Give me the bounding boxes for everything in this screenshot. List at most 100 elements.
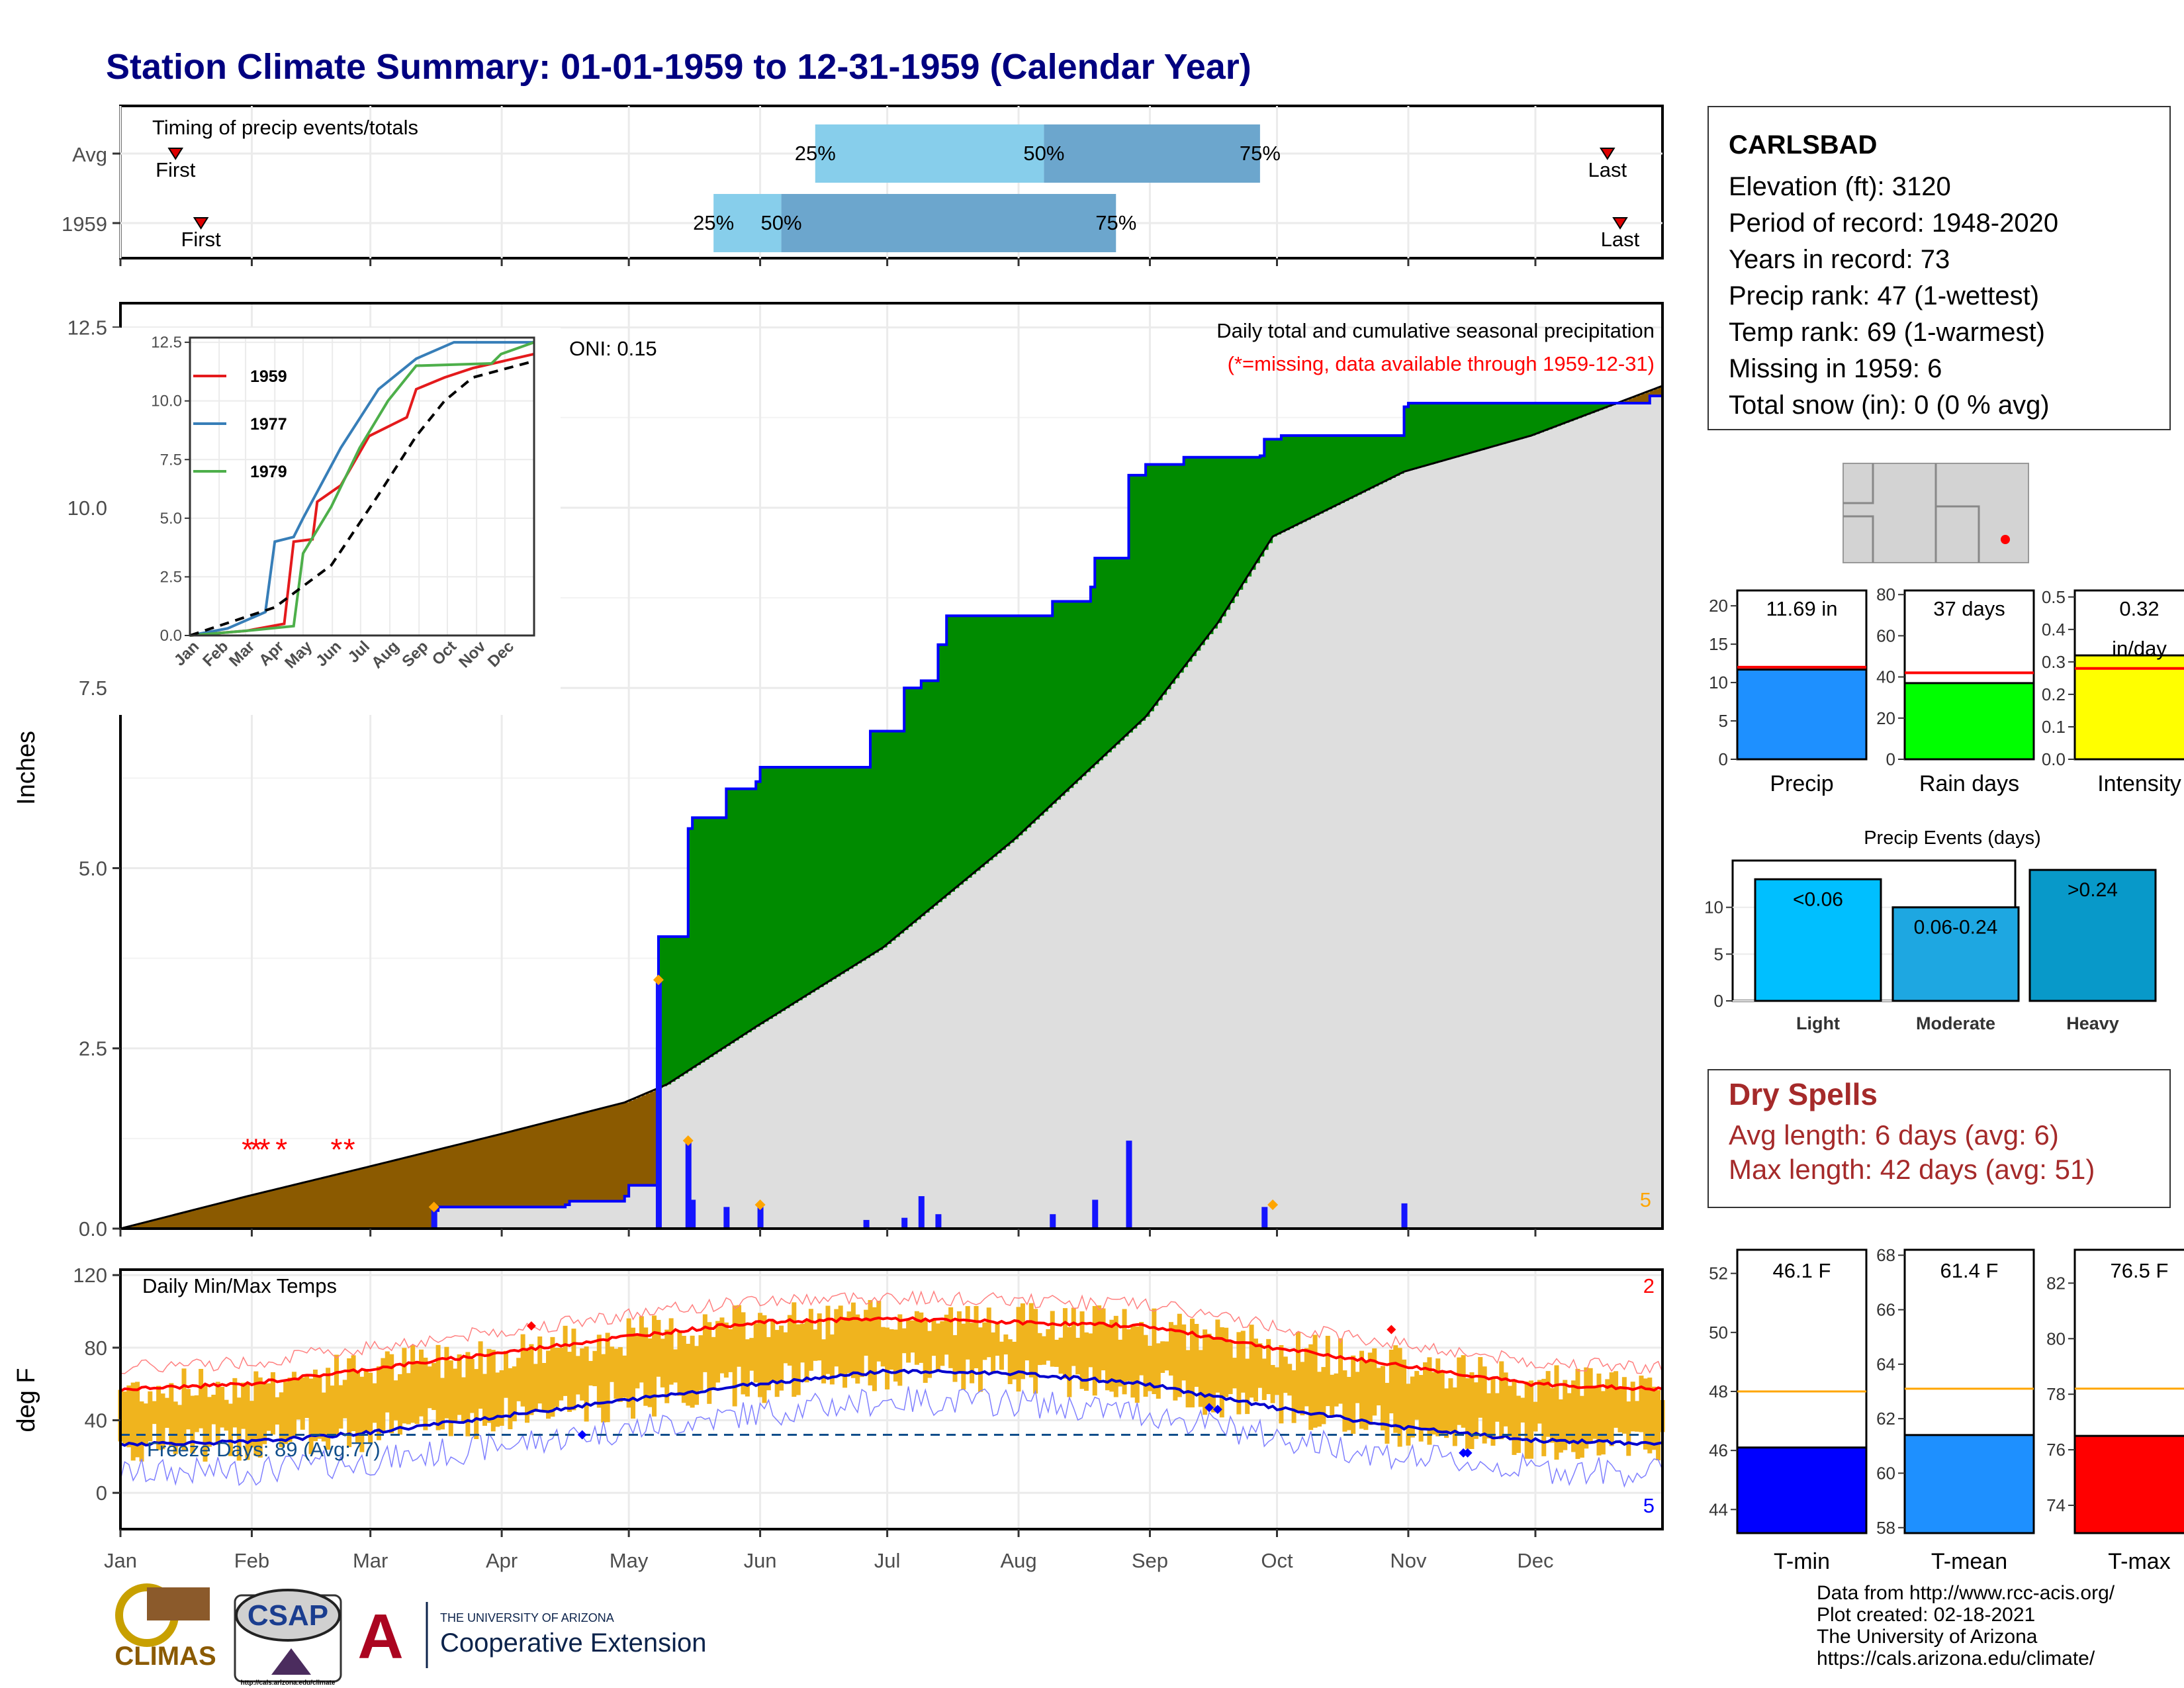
daily-temp-range-bar xyxy=(1028,1303,1034,1378)
daily-temp-range-bar xyxy=(1444,1388,1449,1438)
daily-temp-range-bar xyxy=(965,1306,970,1360)
daily-temp-range-bar xyxy=(681,1335,686,1403)
daily-temp-range-bar xyxy=(287,1378,293,1442)
daily-temp-range-bar xyxy=(766,1336,771,1391)
daily-temp-range-bar xyxy=(439,1378,445,1430)
daily-temp-range-bar xyxy=(893,1329,898,1382)
total-bar-y-tick-label: 0.4 xyxy=(2042,620,2066,639)
record-high-marker xyxy=(1387,1325,1396,1335)
daily-temp-range-bar xyxy=(698,1335,704,1391)
dry-spells-box: Dry Spells Avg length: 6 days (avg: 6) M… xyxy=(1707,1069,2171,1208)
daily-temp-range-bar xyxy=(1592,1386,1598,1439)
daily-temp-range-bar xyxy=(1041,1336,1046,1365)
daily-temp-range-bar xyxy=(130,1382,136,1461)
temp-bar-fill xyxy=(2073,1434,2184,1534)
inset-legend-label: 1979 xyxy=(250,463,287,481)
daily-temp-range-bar xyxy=(1372,1348,1377,1416)
month-tick-label: Mar xyxy=(353,1549,388,1572)
daily-temp-range-bar xyxy=(321,1392,326,1442)
record-low-marker xyxy=(1463,1448,1473,1458)
daily-temp-range-bar xyxy=(592,1350,598,1387)
avg-cumulative-line xyxy=(120,385,1663,1230)
daily-temp-range-bar xyxy=(342,1380,347,1419)
daily-temp-range-bar xyxy=(1198,1350,1203,1407)
temp-bar-y-tick-label: 60 xyxy=(1876,1463,1895,1483)
daily-temp-range-bar xyxy=(253,1371,259,1456)
daily-temp-range-bar xyxy=(1194,1323,1199,1387)
daily-temp-range-bar xyxy=(982,1322,987,1360)
temp-bar-y-tick-label: 52 xyxy=(1709,1264,1728,1284)
total-bar-y-tick-label: 0 xyxy=(1886,749,1895,769)
daily-temp-range-bar xyxy=(1037,1333,1042,1366)
daily-temp-range-bar xyxy=(1046,1329,1051,1361)
daily-temp-range-bar xyxy=(850,1302,856,1378)
daily-temp-range-bar xyxy=(516,1358,522,1401)
daily-temp-range-bar xyxy=(1300,1362,1305,1416)
daily-temp-range-bar xyxy=(571,1329,576,1411)
daily-temp-range-bar xyxy=(686,1344,691,1406)
daily-temp-range-bar xyxy=(885,1327,890,1389)
daily-temp-range-bar xyxy=(601,1354,606,1423)
temp-bar-y-tick-label: 74 xyxy=(2046,1495,2066,1515)
info-precip-rank: Precip rank: 47 (1-wettest) xyxy=(1729,281,2040,310)
temp-bar-value-label: 76.5 F xyxy=(2111,1259,2169,1282)
daily-temp-range-bar xyxy=(1363,1361,1369,1430)
daily-temp-range-bar xyxy=(478,1341,483,1409)
precip-y-tick-label: 10.0 xyxy=(68,496,107,520)
daily-temp-range-bar xyxy=(1304,1348,1309,1407)
daily-temp-range-bar xyxy=(1270,1365,1275,1403)
temp-record-high-count: 2 xyxy=(1643,1274,1655,1297)
daily-temp-range-bar xyxy=(1283,1356,1288,1393)
daily-temp-range-bar xyxy=(1210,1338,1216,1413)
daily-temp-range-bar xyxy=(1367,1352,1373,1425)
daily-temp-range-bar xyxy=(1147,1346,1152,1391)
daily-temp-range-bar xyxy=(482,1374,487,1426)
daily-temp-range-bar xyxy=(1469,1372,1475,1449)
daily-temp-range-bar xyxy=(308,1378,314,1454)
daily-temp-range-bar xyxy=(410,1345,416,1423)
temp-bar-y-tick-label: 80 xyxy=(2046,1329,2066,1348)
total-bar-y-tick-label: 0.1 xyxy=(2042,717,2066,737)
daily-temp-range-bar xyxy=(241,1382,246,1429)
total-bar-y-tick-label: 10 xyxy=(1709,673,1728,692)
daily-temp-range-bar xyxy=(1245,1358,1250,1415)
daily-temp-range-bar xyxy=(732,1305,737,1407)
daily-temp-range-bar xyxy=(567,1352,572,1412)
daily-temp-range-bar xyxy=(787,1315,792,1366)
temp-bar-y-tick-label: 48 xyxy=(1709,1382,1728,1401)
daily-temp-range-bar xyxy=(355,1371,360,1444)
daily-temp-range-bar xyxy=(1134,1326,1140,1403)
daily-temp-range-bar xyxy=(279,1392,284,1448)
precip-event-bar xyxy=(2028,868,2157,1002)
daily-temp-range-bar xyxy=(381,1358,386,1432)
month-tick-label: Jun xyxy=(744,1549,777,1572)
daily-temp-range-bar xyxy=(897,1314,903,1386)
daily-temp-range-bar xyxy=(622,1355,627,1398)
daily-temp-range-bar xyxy=(1435,1358,1441,1436)
daily-temp-range-bar xyxy=(1588,1368,1593,1443)
daily-precip-bar xyxy=(685,1141,692,1229)
record-high-marker xyxy=(526,1321,536,1331)
csap-logo-url: http://cals.arizona.edu/climate xyxy=(241,1679,336,1687)
daily-temp-range-bar xyxy=(639,1316,644,1383)
daily-precip-bar xyxy=(723,1207,730,1229)
daily-temp-range-bar xyxy=(956,1311,962,1373)
daily-temp-range-bar xyxy=(1647,1378,1653,1454)
daily-temp-range-bar xyxy=(296,1379,301,1420)
timing-first-marker xyxy=(193,217,209,230)
daily-temp-range-bar xyxy=(372,1383,377,1423)
daily-temp-range-bar xyxy=(1156,1343,1161,1399)
daily-temp-range-bar xyxy=(220,1386,225,1428)
daily-temp-range-bar xyxy=(1639,1376,1644,1432)
footer-line: The University of Arizona xyxy=(1817,1626,2038,1648)
daily-temp-range-bar xyxy=(1215,1319,1220,1393)
daily-temp-range-bar xyxy=(1016,1307,1021,1392)
daily-temp-range-bar xyxy=(1609,1372,1614,1446)
daily-temp-range-bar xyxy=(635,1335,640,1389)
daily-temp-range-bar xyxy=(1164,1341,1169,1371)
daily-temp-range-bar xyxy=(1203,1329,1208,1415)
total-bar-y-tick-label: 5 xyxy=(1719,711,1728,731)
daily-temp-range-bar xyxy=(326,1368,331,1450)
daily-temp-range-bar xyxy=(1168,1322,1173,1376)
